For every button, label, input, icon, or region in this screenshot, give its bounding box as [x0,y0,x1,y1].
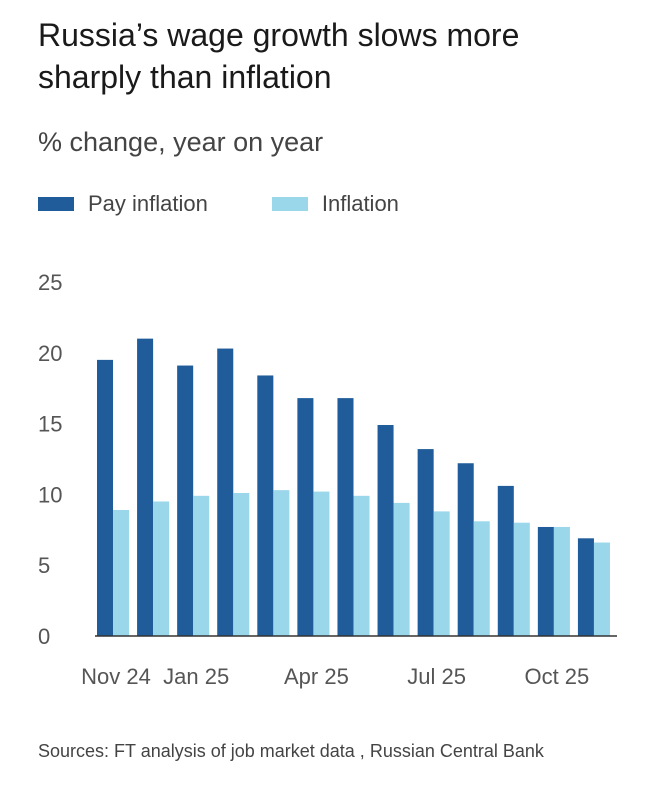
pay-inflation-bar [337,398,354,636]
pay-inflation-bar [377,425,394,636]
inflation-bar [473,521,490,636]
y-tick-label: 10 [38,482,62,507]
pay-inflation-bar [497,485,514,636]
y-tick-label: 0 [38,624,50,649]
bar-chart: 0 5 10 15 20 25 Nov 24 Jan 25 Apr 25 Jul 25 Oct 25 [38,270,617,689]
x-tick-label: Jul 25 [407,664,466,689]
y-tick-label: 5 [38,553,50,578]
inflation-bar [273,490,290,636]
legend-swatch-inflation [271,197,308,211]
x-tick-label: Apr 25 [284,664,349,689]
pay-inflation-bar [577,538,594,636]
legend-item-inflation: Inflation [271,191,399,217]
inflation-bar [233,492,250,636]
inflation-bar [513,522,530,636]
chart-subtitle: % change, year on year [38,127,324,157]
x-tick-label: Nov 24 [81,664,151,689]
y-tick-label: 20 [38,341,62,366]
x-tick-label: Oct 25 [524,664,589,689]
y-tick-label: 15 [38,412,62,437]
inflation-bar [313,491,330,636]
legend: Pay inflation Inflation [38,189,463,219]
source-note: Sources: FT analysis of job market data … [38,741,544,761]
inflation-bar [593,542,610,636]
pay-inflation-bar [177,365,194,636]
inflation-bar [353,495,370,636]
pay-inflation-bar [297,398,314,636]
legend-label-pay-inflation: Pay inflation [88,191,208,216]
inflation-bar [433,511,450,636]
inflation-bar [393,502,410,636]
inflation-bar [153,501,170,636]
inflation-bar [553,526,570,636]
pay-inflation-bar [457,463,474,636]
legend-label-inflation: Inflation [321,191,399,216]
inflation-bar [113,509,130,636]
chart-title: Russia’s wage growth slows more sharply … [38,17,520,95]
pay-inflation-bar [417,449,434,636]
pay-inflation-bar [137,338,154,636]
pay-inflation-bar [97,359,114,636]
y-tick-label: 25 [38,270,62,295]
pay-inflation-bar [537,526,554,636]
pay-inflation-bar [217,348,234,636]
legend-swatch-pay-inflation [38,197,74,211]
pay-inflation-bar [257,375,274,636]
legend-item-pay-inflation: Pay inflation [38,191,208,217]
inflation-bar [193,495,210,636]
x-tick-label: Jan 25 [163,664,229,689]
